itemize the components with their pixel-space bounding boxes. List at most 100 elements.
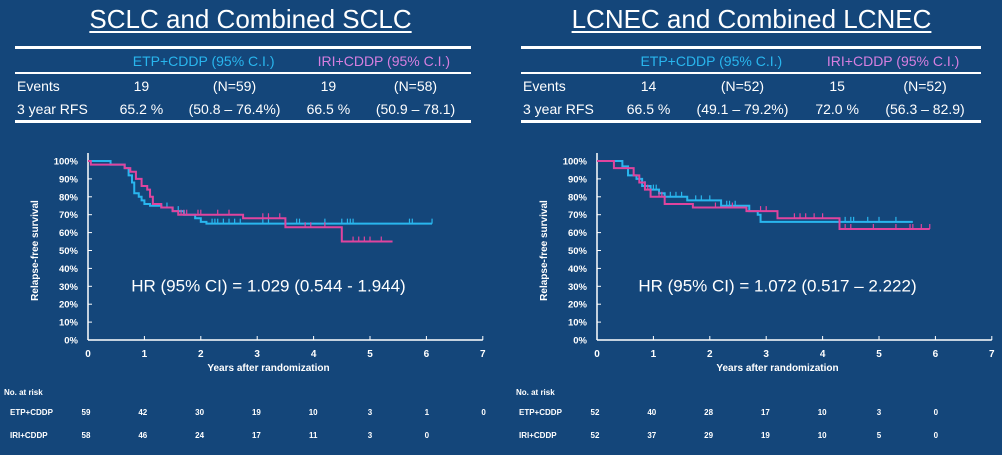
y-tick-label: 60% (568, 228, 588, 239)
x-tick-label: 5 (367, 349, 373, 360)
iri-value: 15 (829, 77, 845, 94)
y-tick-label: 100% (563, 157, 588, 168)
etp-ci: (49.1 – 79.2%) (679, 97, 806, 123)
risk-value: 3 (367, 408, 373, 417)
row-label: 3 year RFS (521, 97, 618, 123)
iri-ci: (50.9 – 78.1) (360, 97, 471, 123)
iri-value: 66.5 % (296, 97, 361, 123)
header-iri: IRI+CDDP (95% C.I.) (296, 46, 471, 74)
risk-value: 0 (424, 431, 430, 440)
iri-value: 72.0 % (805, 97, 870, 123)
x-tick-label: 1 (142, 349, 148, 360)
km-chart-lcnec: 0% 10% 20% 30% 40% 50% 60% 70% 80% 90% 100% 0 1 2 3 4 5 6… (539, 153, 995, 374)
x-tick-label: 4 (311, 349, 317, 360)
x-tick-label: 6 (424, 349, 430, 360)
risk-value: 24 (195, 431, 205, 440)
header-etp: ETP+CDDP (95% C.I.) (110, 46, 297, 74)
x-tick-label: 6 (933, 349, 939, 360)
etp-ci: (50.8 – 76.4%) (172, 97, 297, 123)
risk-value: 58 (81, 431, 91, 440)
iri-value: 19 (320, 77, 337, 94)
risk-value: 42 (138, 408, 148, 417)
km-curve-iri-cddp (597, 160, 930, 231)
y-tick-label: 10% (59, 318, 79, 329)
y-tick-label: 40% (568, 264, 588, 275)
stats-row-rfs: 3 year RFS 65.2 % (50.8 – 76.4%) 66.5 % … (15, 97, 471, 123)
risk-value: 30 (195, 408, 205, 417)
km-curve-etp-cddp (597, 160, 913, 223)
panel-title: LCNEC and Combined LCNEC (571, 4, 932, 34)
stats-table: ETP+CDDP (95% C.I.) IRI+CDDP (95% C.I.) … (15, 46, 471, 123)
stats-header-row: ETP+CDDP (95% C.I.) IRI+CDDP (95% C.I.) (521, 46, 981, 74)
y-tick-label: 0% (64, 336, 78, 347)
header-iri: IRI+CDDP (95% C.I.) (805, 46, 981, 74)
y-tick-label: 40% (59, 264, 79, 275)
risk-value: 19 (760, 431, 770, 440)
y-tick-label: 80% (59, 192, 79, 203)
y-tick-label: 100% (54, 157, 79, 168)
hr-annotation: HR (95% CI) = 1.029 (0.544 - 1.944) (131, 277, 406, 296)
risk-value: 10 (817, 431, 827, 440)
x-tick-label: 4 (820, 349, 826, 360)
x-tick-label: 7 (989, 349, 995, 360)
y-tick-label: 10% (568, 318, 588, 329)
risk-value: 52 (590, 431, 600, 440)
iri-ci: (N=52) (903, 77, 947, 94)
risk-value: 3 (367, 431, 373, 440)
y-tick-label: 30% (568, 282, 588, 293)
iri-ci: (N=58) (393, 77, 438, 94)
y-axis-title: Relapse-free survival (539, 200, 550, 301)
risk-value: 10 (817, 408, 827, 417)
y-tick-label: 20% (568, 300, 588, 311)
risk-row-label: ETP+CDDP (10, 408, 53, 417)
header-empty (521, 46, 618, 74)
risk-value: 46 (138, 431, 148, 440)
risk-value: 1 (424, 408, 430, 417)
risk-value: 59 (81, 408, 91, 417)
iri-ci: (56.3 – 82.9) (869, 97, 981, 123)
risk-title: No. at risk (4, 388, 43, 397)
y-tick-label: 90% (568, 174, 588, 185)
risk-value: 17 (760, 408, 770, 417)
header-empty (15, 46, 111, 74)
risk-value: 0 (933, 431, 939, 440)
y-tick-label: 70% (59, 210, 79, 221)
hr-annotation: HR (95% CI) = 1.072 (0.517 – 2.222) (638, 277, 916, 296)
km-chart-sclc: 0% 10% 20% 30% 40% 50% 60% 70% 80% 90% 100% 0 1 2 3 4 5 6… (30, 153, 486, 374)
risk-value: 37 (647, 431, 657, 440)
row-label: Events (523, 77, 566, 94)
risk-value: 0 (481, 408, 486, 417)
stats-row-events: Events 19 (N=59) 19 (N=58) (15, 73, 471, 97)
y-tick-label: 80% (568, 192, 588, 203)
panel-lcnec: LCNEC and Combined LCNEC ETP+CDDP (95% C… (501, 0, 1002, 455)
risk-value: 11 (308, 431, 318, 440)
x-tick-label: 3 (763, 349, 769, 360)
risk-value: 17 (251, 431, 261, 440)
x-tick-label: 1 (651, 349, 657, 360)
x-tick-label: 5 (876, 349, 882, 360)
y-axis-title: Relapse-free survival (30, 200, 41, 301)
panel-sclc: SCLC and Combined SCLC ETP+CDDP (95% C.I… (4, 4, 486, 440)
etp-value: 66.5 % (617, 97, 680, 123)
risk-row-label: ETP+CDDP (519, 408, 562, 417)
etp-value: 65.2 % (110, 97, 173, 123)
x-tick-label: 2 (198, 349, 204, 360)
etp-value: 19 (133, 77, 150, 94)
x-axis-title: Years after randomization (207, 363, 329, 374)
header-etp: ETP+CDDP (95% C.I.) (617, 46, 806, 74)
risk-value: 5 (876, 431, 882, 440)
y-tick-label: 50% (59, 246, 79, 257)
y-tick-label: 90% (59, 174, 79, 185)
risk-table: No. at risk ETP+CDDP 52 40 28 17 10 3 0 IRI+CDDP… (501, 388, 1002, 455)
etp-value: 14 (640, 77, 657, 94)
row-label: 3 year RFS (15, 97, 111, 123)
risk-value: 28 (704, 408, 714, 417)
x-tick-label: 0 (85, 349, 91, 360)
y-tick-label: 70% (568, 210, 588, 221)
stats-header-row: ETP+CDDP (95% C.I.) IRI+CDDP (95% C.I.) (15, 46, 471, 74)
risk-value: 10 (308, 408, 318, 417)
risk-value: 40 (647, 408, 657, 417)
y-tick-label: 30% (59, 282, 79, 293)
km-curve-etp-cddp (88, 160, 433, 225)
stats-row-events: Events 14 (N=52) 15 (N=52) (521, 73, 981, 97)
